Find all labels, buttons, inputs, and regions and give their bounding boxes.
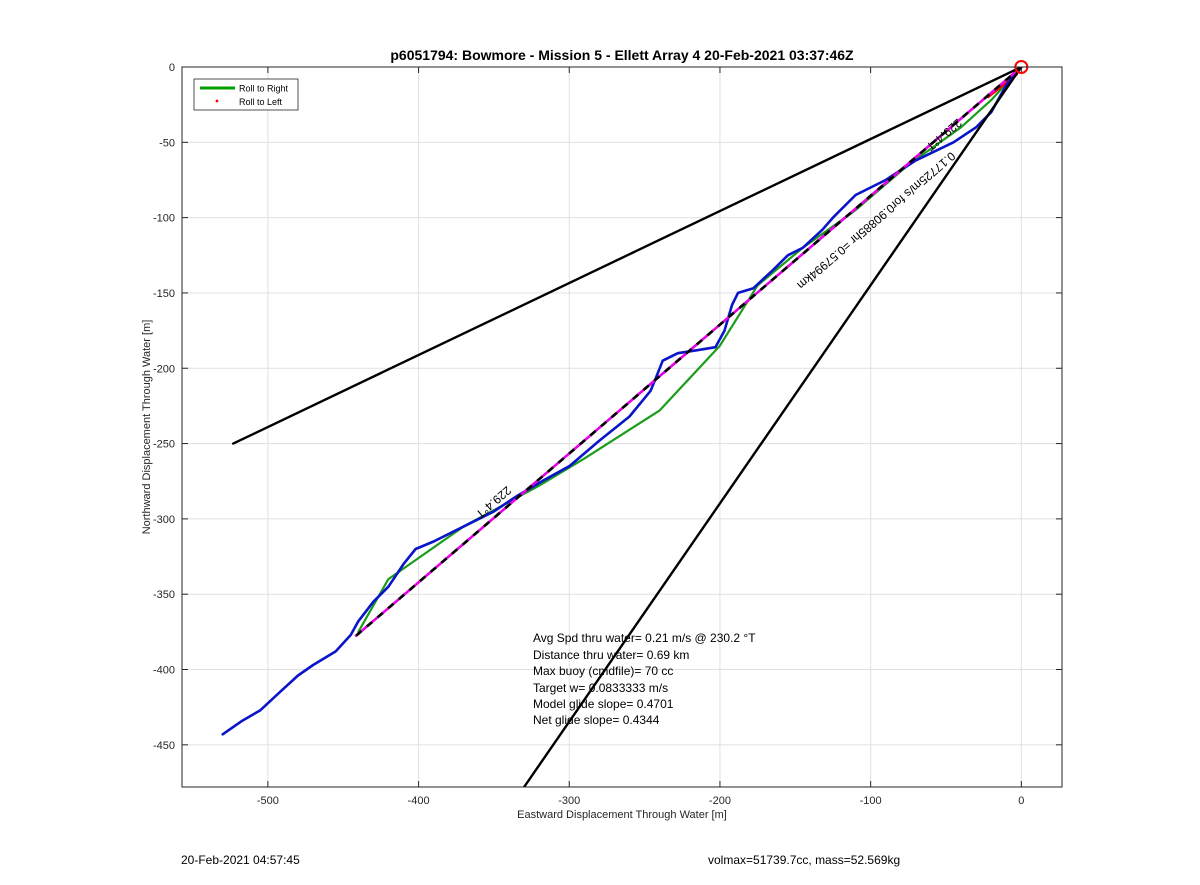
chart-title: p6051794: Bowmore - Mission 5 - Ellett A… [390, 47, 854, 63]
y-tick-label: -250 [153, 439, 175, 451]
y-tick-label: -200 [153, 363, 175, 375]
stat-model-glide-slope: Model glide slope= 0.4701 [533, 697, 674, 711]
bound-line-lower [522, 67, 1023, 787]
stat-distance: Distance thru water= 0.69 km [533, 648, 689, 662]
x-tick-label: -400 [408, 795, 430, 807]
plot-area [182, 67, 1062, 787]
y-tick-label: -100 [153, 213, 175, 225]
stat-avg-speed: Avg Spd thru water= 0.21 m/s @ 230.2 °T [533, 631, 756, 645]
glider-track [221, 67, 1023, 736]
y-axis-label: Northward Displacement Through Water [m] [141, 320, 153, 535]
axes-box [181, 66, 1063, 788]
x-tick-label: -100 [860, 795, 882, 807]
series-layer [221, 67, 1023, 787]
legend-box [193, 78, 299, 111]
tick-marks [182, 66, 1062, 787]
y-tick-label: -450 [153, 740, 175, 752]
bound-line-upper [232, 67, 1023, 445]
y-tick-label: -50 [159, 137, 175, 149]
stats-block: Avg Spd thru water= 0.21 m/s @ 230.2 °T … [533, 631, 756, 727]
legend-label-roll-left: Roll to Left [239, 97, 283, 107]
stat-net-glide-slope: Net glide slope= 0.4344 [533, 713, 660, 727]
x-tick-label: -300 [558, 795, 580, 807]
stat-target-w: Target w= 0.0833333 m/s [533, 681, 668, 695]
x-tick-label: 0 [1018, 795, 1024, 807]
legend-swatch-roll-left [215, 99, 219, 103]
x-tick-labels: -500 -400 -300 -200 -100 0 [257, 795, 1025, 807]
y-tick-label: -400 [153, 665, 175, 677]
y-tick-label: 0 [169, 62, 175, 74]
y-tick-labels: 0 -50 -100 -150 -200 -250 -300 -350 -400 -450 [153, 62, 175, 752]
x-tick-label: -200 [709, 795, 731, 807]
stat-max-buoy: Max buoy (cmdfile)= 70 cc [533, 664, 673, 678]
legend-label-roll-right: Roll to Right [239, 84, 289, 94]
footer-volmax-mass: volmax=51739.7cc, mass=52.569kg [708, 853, 901, 867]
x-tick-label: -500 [257, 795, 279, 807]
footer-timestamp: 20-Feb-2021 04:57:45 [181, 853, 300, 867]
y-tick-label: -350 [153, 589, 175, 601]
legend: Roll to Right Roll to Left [193, 78, 299, 111]
y-tick-label: -300 [153, 514, 175, 526]
heading-line [354, 67, 1023, 638]
x-axis-label: Eastward Displacement Through Water [m] [517, 809, 727, 821]
y-tick-label: -150 [153, 288, 175, 300]
